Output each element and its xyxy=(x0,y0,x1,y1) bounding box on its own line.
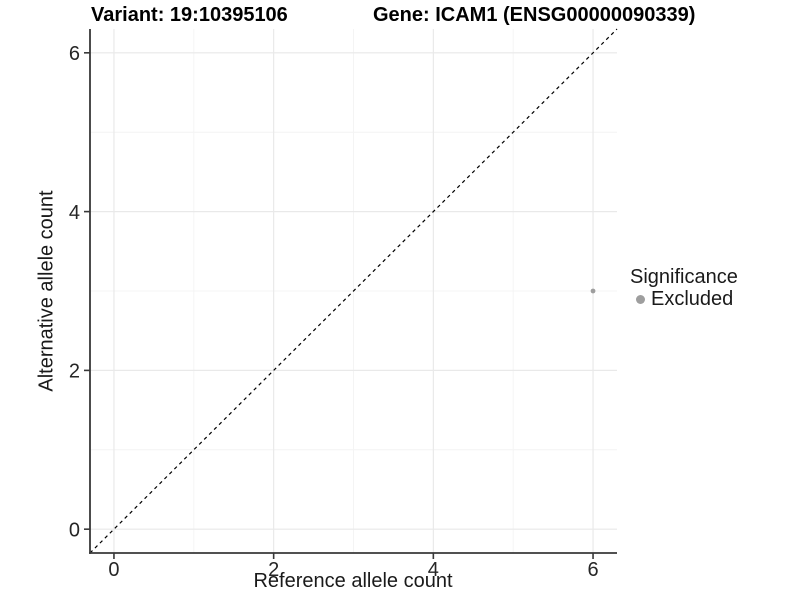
y-tick-label: 0 xyxy=(69,519,80,541)
y-axis-title: Alternative allele count xyxy=(35,190,58,392)
legend: Significance Excluded xyxy=(630,267,738,310)
legend-point-icon xyxy=(636,294,645,304)
legend-item-label: Excluded xyxy=(651,287,734,310)
identity-line xyxy=(89,28,618,554)
y-tick-label: 6 xyxy=(69,43,80,65)
x-tick-label: 4 xyxy=(428,559,439,581)
x-axis-title: Reference allele count xyxy=(253,570,453,592)
y-tick-label: 2 xyxy=(69,361,80,383)
x-tick-label: 2 xyxy=(268,559,279,581)
legend-item-excluded: Excluded xyxy=(630,288,738,310)
x-tick-label: 0 xyxy=(108,559,119,581)
x-tick-label: 6 xyxy=(587,559,598,581)
data-point xyxy=(590,288,596,294)
legend-title: Significance xyxy=(630,266,738,288)
y-tick-label: 4 xyxy=(69,202,80,224)
plot-title-gene: Gene: ICAM1 (ENSG00000090339) xyxy=(373,4,696,26)
plot-title-variant: Variant: 19:10395106 xyxy=(91,4,288,26)
